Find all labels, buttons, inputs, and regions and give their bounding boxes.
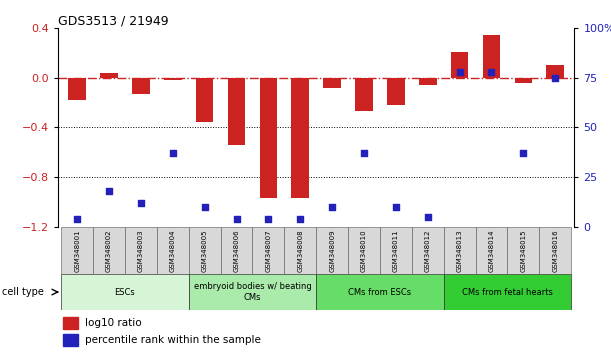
FancyBboxPatch shape bbox=[412, 227, 444, 274]
Point bbox=[359, 150, 369, 156]
Text: GSM348001: GSM348001 bbox=[74, 229, 80, 272]
Point bbox=[200, 204, 210, 210]
FancyBboxPatch shape bbox=[348, 227, 380, 274]
Text: GSM348002: GSM348002 bbox=[106, 229, 112, 272]
Bar bbox=[100, 73, 118, 78]
Point bbox=[104, 188, 114, 194]
Bar bbox=[514, 78, 532, 83]
Text: GSM348008: GSM348008 bbox=[298, 229, 303, 272]
Point bbox=[486, 69, 496, 75]
Bar bbox=[63, 335, 78, 346]
FancyBboxPatch shape bbox=[252, 227, 284, 274]
FancyBboxPatch shape bbox=[157, 227, 189, 274]
FancyBboxPatch shape bbox=[284, 227, 316, 274]
FancyBboxPatch shape bbox=[125, 227, 157, 274]
Bar bbox=[291, 78, 309, 198]
Point bbox=[423, 214, 433, 219]
Bar bbox=[483, 34, 500, 78]
Text: GSM348009: GSM348009 bbox=[329, 229, 335, 272]
Text: GSM348004: GSM348004 bbox=[170, 229, 176, 272]
Bar bbox=[196, 78, 213, 122]
FancyBboxPatch shape bbox=[507, 227, 540, 274]
Point bbox=[295, 216, 305, 222]
Point bbox=[72, 216, 82, 222]
Bar bbox=[323, 78, 341, 88]
FancyBboxPatch shape bbox=[221, 227, 252, 274]
FancyBboxPatch shape bbox=[316, 227, 348, 274]
Text: CMs from ESCs: CMs from ESCs bbox=[348, 287, 411, 297]
FancyBboxPatch shape bbox=[316, 274, 444, 310]
Point bbox=[519, 150, 529, 156]
Text: CMs from fetal hearts: CMs from fetal hearts bbox=[462, 287, 553, 297]
Bar bbox=[355, 78, 373, 111]
Bar bbox=[387, 78, 404, 105]
Text: GSM348016: GSM348016 bbox=[552, 229, 558, 272]
FancyBboxPatch shape bbox=[93, 227, 125, 274]
Text: GSM348005: GSM348005 bbox=[202, 229, 208, 272]
Bar bbox=[451, 52, 469, 78]
Bar bbox=[546, 65, 564, 78]
Bar bbox=[132, 78, 150, 94]
FancyBboxPatch shape bbox=[380, 227, 412, 274]
Point bbox=[391, 204, 401, 210]
FancyBboxPatch shape bbox=[61, 274, 189, 310]
Text: GSM348007: GSM348007 bbox=[265, 229, 271, 272]
Point bbox=[232, 216, 241, 222]
FancyBboxPatch shape bbox=[540, 227, 571, 274]
Bar bbox=[419, 78, 436, 85]
FancyBboxPatch shape bbox=[444, 227, 475, 274]
Bar bbox=[228, 78, 245, 145]
Text: GSM348014: GSM348014 bbox=[488, 229, 494, 272]
Text: GSM348006: GSM348006 bbox=[233, 229, 240, 272]
Text: GSM348013: GSM348013 bbox=[456, 229, 463, 272]
Text: GSM348011: GSM348011 bbox=[393, 229, 399, 272]
Text: ESCs: ESCs bbox=[115, 287, 136, 297]
FancyBboxPatch shape bbox=[61, 227, 93, 274]
Point bbox=[551, 75, 560, 81]
Point bbox=[168, 150, 178, 156]
Text: GSM348003: GSM348003 bbox=[138, 229, 144, 272]
Text: cell type: cell type bbox=[2, 287, 44, 297]
Point bbox=[136, 200, 146, 206]
Text: embryoid bodies w/ beating
CMs: embryoid bodies w/ beating CMs bbox=[194, 282, 312, 302]
Text: GSM348010: GSM348010 bbox=[361, 229, 367, 272]
FancyBboxPatch shape bbox=[189, 227, 221, 274]
Bar bbox=[68, 78, 86, 100]
FancyBboxPatch shape bbox=[444, 274, 571, 310]
Text: percentile rank within the sample: percentile rank within the sample bbox=[86, 335, 262, 345]
Text: GDS3513 / 21949: GDS3513 / 21949 bbox=[58, 14, 169, 27]
FancyBboxPatch shape bbox=[189, 274, 316, 310]
Text: log10 ratio: log10 ratio bbox=[86, 318, 142, 328]
Bar bbox=[164, 78, 181, 80]
FancyBboxPatch shape bbox=[475, 227, 507, 274]
Point bbox=[455, 69, 464, 75]
Text: GSM348015: GSM348015 bbox=[521, 229, 526, 272]
Point bbox=[263, 216, 273, 222]
Point bbox=[327, 204, 337, 210]
Text: GSM348012: GSM348012 bbox=[425, 229, 431, 272]
Bar bbox=[260, 78, 277, 198]
Bar bbox=[63, 317, 78, 329]
